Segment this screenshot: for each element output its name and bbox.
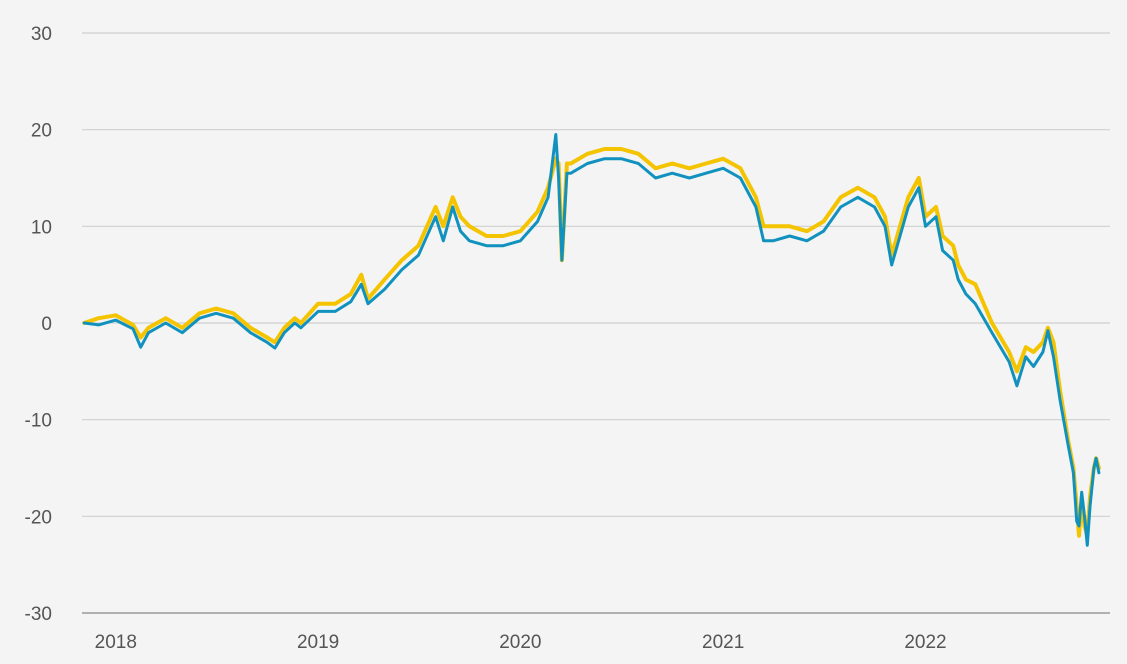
y-tick-label: 30 <box>31 24 52 45</box>
y-tick-label: -20 <box>25 507 52 528</box>
y-tick-label: -10 <box>25 411 52 432</box>
series-line-2 <box>82 133 1101 547</box>
x-tick-label: 2020 <box>499 632 541 653</box>
y-axis-tick-labels: 30 20 10 0 -10 -20 -30 <box>25 24 52 625</box>
x-tick-label: 2018 <box>95 632 137 653</box>
gridlines <box>82 32 1110 614</box>
x-tick-label: 2019 <box>297 632 339 653</box>
x-tick-label: 2022 <box>904 632 946 653</box>
y-tick-label: 20 <box>31 121 52 142</box>
series-line-1 <box>82 147 1101 538</box>
x-tick-label: 2021 <box>702 632 744 653</box>
y-tick-label: -30 <box>25 604 52 625</box>
y-tick-label: 10 <box>31 217 52 238</box>
series-lines <box>82 133 1101 547</box>
x-axis-tick-labels: 2018 2019 2020 2021 2022 <box>95 632 947 653</box>
y-tick-label: 0 <box>41 314 52 335</box>
